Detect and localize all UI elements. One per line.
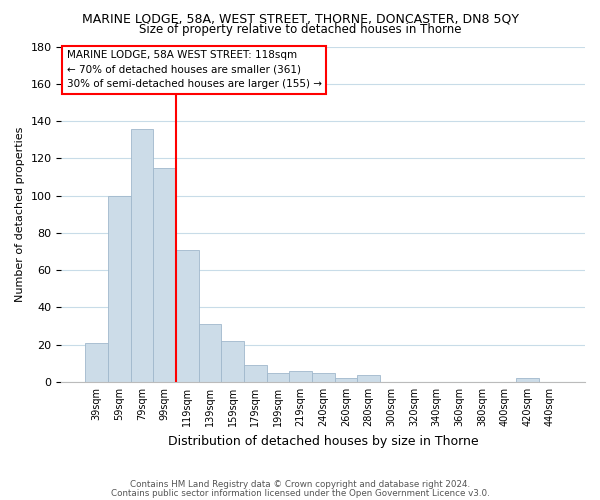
Y-axis label: Number of detached properties: Number of detached properties bbox=[15, 126, 25, 302]
Bar bbox=[108, 196, 131, 382]
Text: Contains public sector information licensed under the Open Government Licence v3: Contains public sector information licen… bbox=[110, 489, 490, 498]
Bar bbox=[244, 366, 266, 382]
Text: Contains HM Land Registry data © Crown copyright and database right 2024.: Contains HM Land Registry data © Crown c… bbox=[130, 480, 470, 489]
Text: Size of property relative to detached houses in Thorne: Size of property relative to detached ho… bbox=[139, 22, 461, 36]
Bar bbox=[266, 372, 289, 382]
Bar bbox=[289, 371, 312, 382]
Bar bbox=[85, 343, 108, 382]
Bar bbox=[357, 374, 380, 382]
Text: MARINE LODGE, 58A WEST STREET: 118sqm
← 70% of detached houses are smaller (361): MARINE LODGE, 58A WEST STREET: 118sqm ← … bbox=[67, 50, 322, 90]
Bar bbox=[199, 324, 221, 382]
Bar bbox=[335, 378, 357, 382]
Bar bbox=[312, 372, 335, 382]
Bar bbox=[131, 128, 153, 382]
Bar bbox=[176, 250, 199, 382]
X-axis label: Distribution of detached houses by size in Thorne: Distribution of detached houses by size … bbox=[168, 434, 479, 448]
Bar bbox=[153, 168, 176, 382]
Text: MARINE LODGE, 58A, WEST STREET, THORNE, DONCASTER, DN8 5QY: MARINE LODGE, 58A, WEST STREET, THORNE, … bbox=[82, 12, 518, 26]
Bar bbox=[221, 341, 244, 382]
Bar bbox=[516, 378, 539, 382]
